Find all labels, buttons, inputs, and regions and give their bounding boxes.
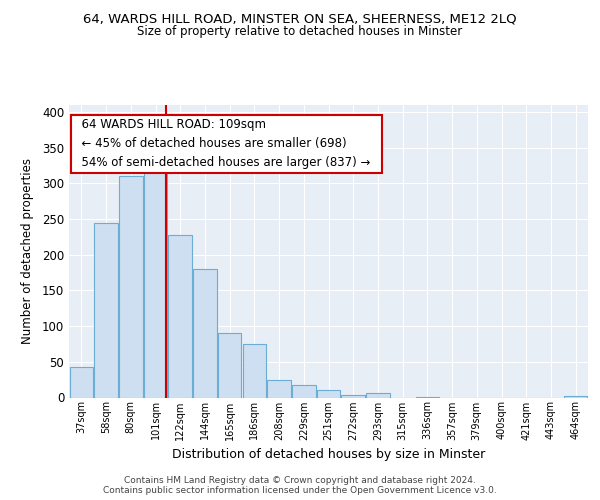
Bar (169, 235, 192, 398)
Bar (268, 380, 291, 398)
Y-axis label: Number of detached properties: Number of detached properties (20, 158, 34, 344)
Text: 64 WARDS HILL ROAD: 109sqm  
  ← 45% of detached houses are smaller (698)  
  54: 64 WARDS HILL ROAD: 109sqm ← 45% of deta… (74, 118, 378, 169)
Bar (218, 334, 241, 398)
Bar (70, 367, 93, 398)
Bar (94, 222, 118, 398)
Bar (193, 269, 217, 398)
Bar (366, 393, 389, 398)
Text: Contains HM Land Registry data © Crown copyright and database right 2024.
Contai: Contains HM Land Registry data © Crown c… (103, 476, 497, 495)
Bar (341, 394, 365, 398)
Bar (119, 176, 143, 398)
Bar (416, 397, 439, 398)
Text: 64, WARDS HILL ROAD, MINSTER ON SEA, SHEERNESS, ME12 2LQ: 64, WARDS HILL ROAD, MINSTER ON SEA, SHE… (83, 12, 517, 26)
Bar (242, 344, 266, 398)
Bar (144, 158, 167, 398)
X-axis label: Distribution of detached houses by size in Minster: Distribution of detached houses by size … (172, 448, 485, 461)
Bar (317, 390, 340, 398)
Bar (292, 384, 316, 398)
Text: Size of property relative to detached houses in Minster: Size of property relative to detached ho… (137, 25, 463, 38)
Bar (564, 396, 587, 398)
